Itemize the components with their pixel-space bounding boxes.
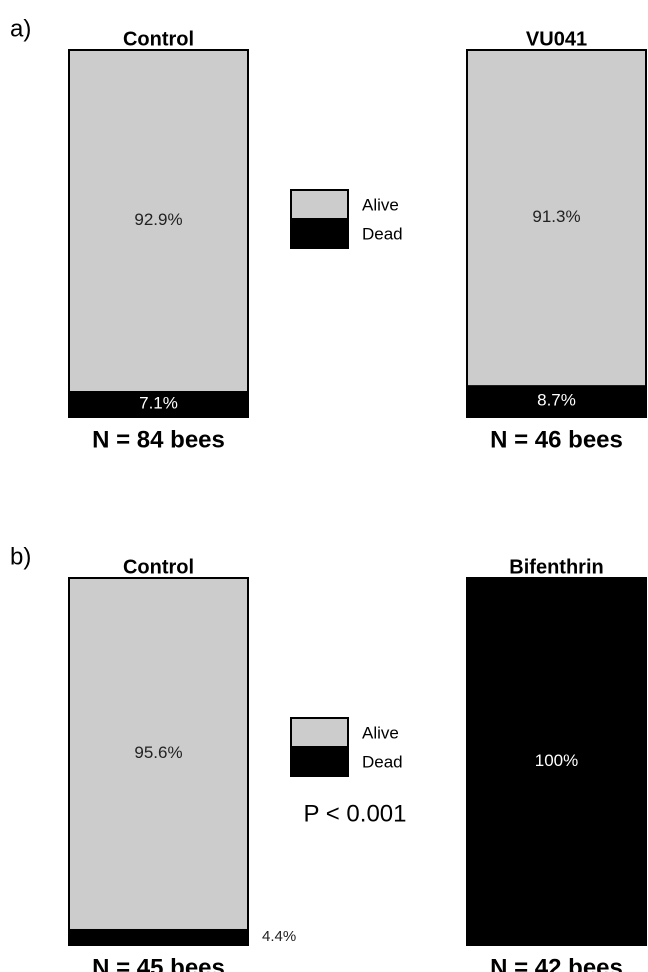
bar-title: Bifenthrin [509,556,603,578]
legend-label: Dead [362,752,403,771]
panel-label: a) [10,15,31,42]
bar-outline [68,49,249,418]
bar-segment [69,50,248,391]
bar-title: VU041 [526,28,587,50]
panel-label: b) [10,543,31,570]
legend-swatch [290,717,349,748]
sample-size: N = 84 bees [92,426,225,453]
bar-title: Control [123,28,194,50]
annotation: P < 0.001 [304,800,407,827]
bar-segment [69,928,248,945]
value-label: 100% [535,751,578,770]
bar-segment [467,385,646,417]
value-label: 8.7% [537,391,576,410]
legend-swatch [290,746,349,777]
value-label: 95.6% [134,743,182,762]
bar-segment [467,50,646,386]
legend-swatch [290,218,349,249]
value-label: 7.1% [139,393,178,412]
value-label: 92.9% [134,210,182,229]
legend-label: Alive [362,723,399,742]
bar-segment [69,578,248,929]
bar-outline [466,577,647,946]
legend-swatch [290,189,349,220]
bar-outline [466,49,647,418]
bar-segment [69,390,248,417]
sample-size: N = 45 bees [92,954,225,972]
bar-outline [68,577,249,946]
legend-label: Dead [362,224,403,243]
legend-label: Alive [362,195,399,214]
bar-title: Control [123,556,194,578]
bar-segment [467,578,646,945]
sample-size: N = 46 bees [490,426,623,453]
value-label: 91.3% [532,207,580,226]
sample-size: N = 42 bees [490,954,623,972]
value-label: 4.4% [262,928,296,945]
